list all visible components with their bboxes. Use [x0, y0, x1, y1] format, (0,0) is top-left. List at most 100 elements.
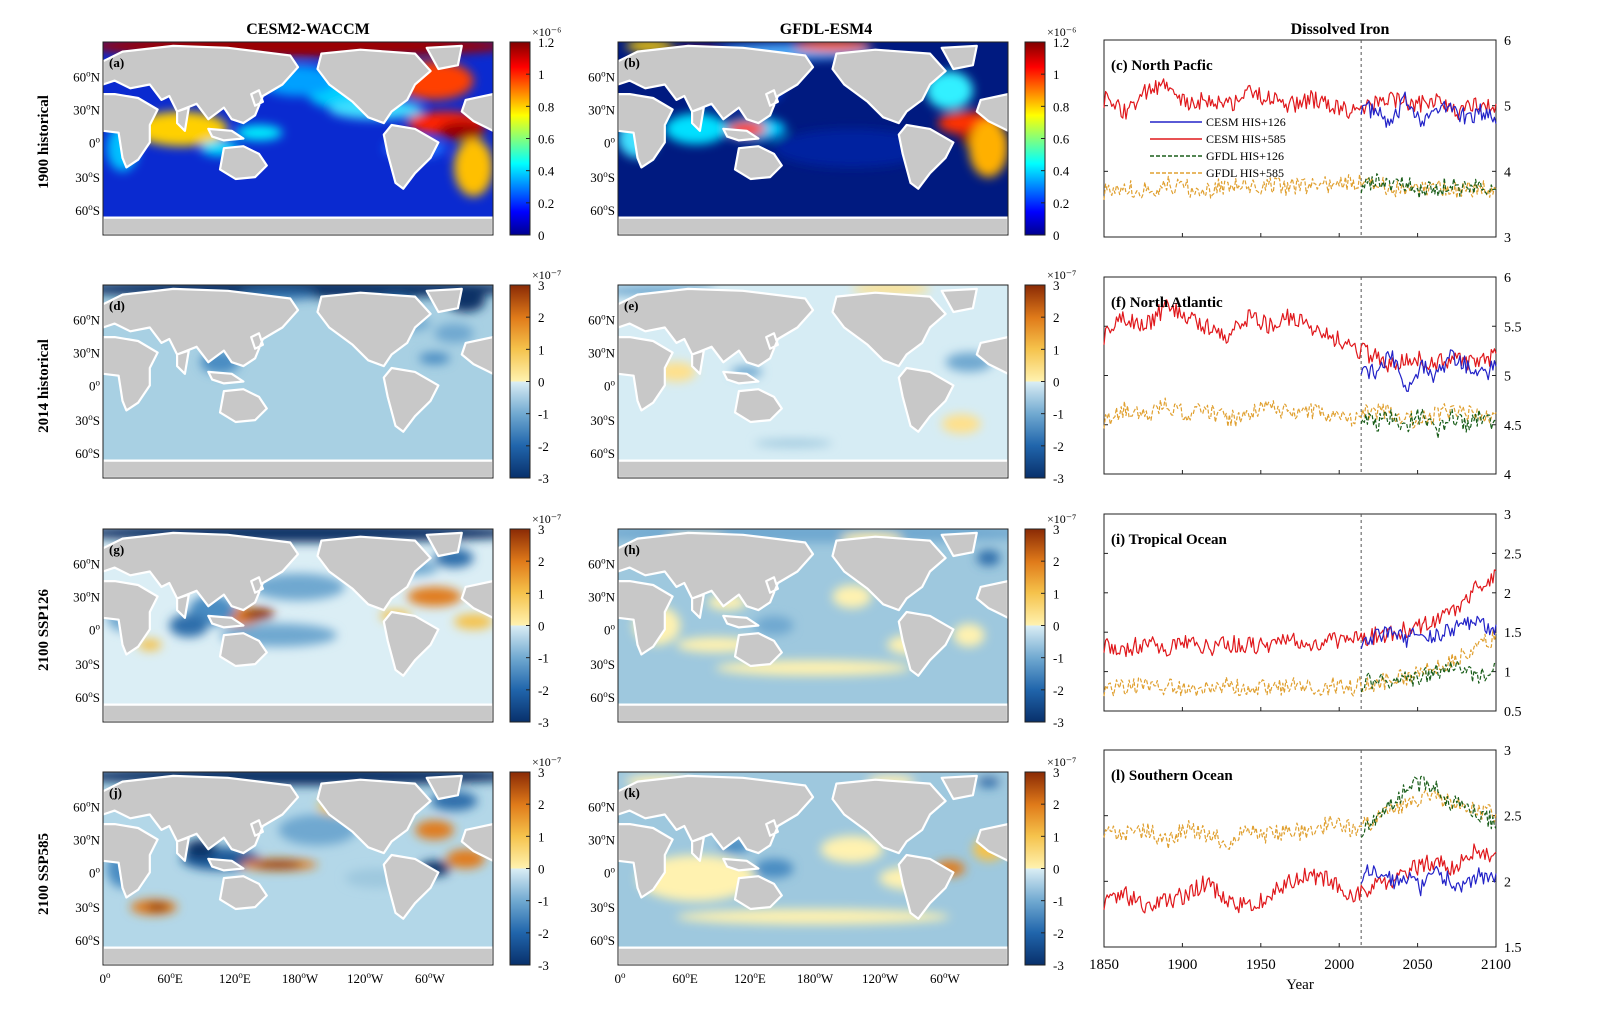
- colorbar-tick-label: 1: [1053, 342, 1060, 357]
- colorbar-tick-label: -3: [538, 471, 549, 486]
- series-line-cesm585: [1103, 299, 1497, 373]
- row-label-ssp585: 2100 SSP585: [36, 833, 52, 915]
- colorbar-tick-label: 2: [1053, 554, 1060, 569]
- field-blob: [976, 550, 1001, 566]
- series-line-gfdl126: [1360, 173, 1497, 199]
- land-mask: [618, 531, 1008, 722]
- x-tick-label: 2050: [1403, 957, 1433, 973]
- field-blob: [832, 584, 872, 609]
- field-blob: [134, 111, 228, 147]
- map-frame: [617, 41, 1009, 236]
- panel-title: (f) North Atlantic: [1111, 295, 1223, 311]
- lat-tick-label: 0o: [604, 377, 616, 393]
- lat-tick-label: 30oN: [588, 345, 616, 361]
- colorbar-exponent: ×10⁻⁷: [1047, 755, 1076, 769]
- panel-title: (i) Tropical Ocean: [1111, 532, 1227, 548]
- y-tick-label: 3: [1504, 744, 1511, 759]
- lon-tick-label: 60oW: [415, 970, 446, 986]
- series-line-cesm126: [1360, 864, 1497, 897]
- y-tick-label: 4: [1504, 165, 1511, 180]
- lat-tick-label: 30oN: [588, 589, 616, 605]
- lon-tick-label: 120oW: [347, 970, 384, 986]
- colorbar-tick-label: -3: [1053, 958, 1064, 973]
- colorbar-tick-label: 0.6: [1053, 132, 1070, 147]
- lat-tick-label: 0o: [89, 621, 101, 637]
- colorbar-tick-label: 1: [1053, 586, 1060, 601]
- map-frame: [102, 284, 494, 479]
- map-field: [103, 42, 493, 235]
- lon-tick-label: 0o: [615, 970, 627, 986]
- colorbar-tick-label: -2: [538, 439, 549, 454]
- colorbar-tick-label: -3: [1053, 715, 1064, 730]
- colorbar-tick-label: -3: [1053, 471, 1064, 486]
- panel-letter: (a): [109, 55, 124, 70]
- map-field: [618, 42, 1008, 235]
- field-blob: [454, 613, 493, 630]
- colorbar-exponent: ×10⁻⁷: [532, 512, 561, 526]
- field-blob: [926, 70, 973, 110]
- y-tick-label: 5.5: [1504, 320, 1522, 335]
- lat-tick-label: 60oN: [588, 69, 616, 85]
- lon-tick-label: 60oE: [672, 970, 698, 986]
- field-blob: [278, 814, 357, 846]
- colorbar-tick-label: -3: [538, 715, 549, 730]
- colorbar-tick-label: 2: [538, 310, 545, 325]
- legend-label: CESM HIS+126: [1206, 115, 1286, 129]
- field-blob: [235, 124, 283, 141]
- field-blob: [255, 860, 302, 869]
- lat-tick-label: 30oS: [590, 656, 615, 672]
- y-tick-label: 1: [1504, 666, 1511, 681]
- colorbar-tick-label: 1: [538, 342, 545, 357]
- x-tick-label: 1900: [1167, 957, 1197, 973]
- lat-tick-label: 30oS: [590, 899, 615, 915]
- field-blob: [434, 323, 474, 343]
- series-line-cesm126: [1360, 91, 1497, 128]
- y-tick-label: 5: [1504, 370, 1511, 385]
- land-mask: [103, 531, 493, 722]
- field-blob: [754, 439, 833, 448]
- series-line-cesm585: [1103, 78, 1497, 121]
- field-blob: [418, 352, 451, 365]
- panel-letter: (e): [624, 298, 638, 313]
- lon-tick-label: 60oE: [157, 970, 183, 986]
- y-tick-label: 3: [1504, 508, 1511, 523]
- y-tick-label: 5: [1504, 100, 1511, 115]
- field-blob: [664, 113, 728, 145]
- map-panel: (b) 60oN 30oN 0o 30oS 60oS: [588, 41, 1009, 236]
- colorbar-tick-label: -2: [538, 926, 549, 941]
- land-mask: [618, 44, 1008, 235]
- y-tick-label: 6: [1504, 271, 1511, 286]
- field-blob: [774, 128, 930, 168]
- map-field: [103, 772, 493, 965]
- field-blob: [407, 586, 462, 607]
- colorbar-tick-label: -1: [1053, 894, 1064, 909]
- colorbar-tick-label: 0: [538, 375, 545, 390]
- colorbar-tick-label: 0: [1053, 228, 1060, 243]
- field-blob: [138, 639, 162, 651]
- field-blob: [169, 613, 209, 638]
- map-field: [618, 285, 1008, 478]
- series-line-cesm126: [1360, 615, 1497, 649]
- lat-tick-label: 30oN: [73, 589, 101, 605]
- lat-tick-label: 60oS: [75, 932, 100, 948]
- colorbar: ×10⁻⁷3 2 1 0 -1 -2 -3: [509, 268, 561, 486]
- map-frame: [102, 771, 494, 966]
- colorbar-tick-label: -3: [538, 958, 549, 973]
- panel-letter: (h): [624, 542, 640, 557]
- map-panel: (g) 60oN 30oN 0o 30oS 60oS: [73, 528, 494, 723]
- colorbar-tick-label: 0.6: [538, 132, 555, 147]
- y-tick-label: 4.5: [1504, 419, 1522, 434]
- colorbar: ×10⁻⁷3 2 1 0 -1 -2 -3: [1024, 512, 1076, 730]
- map-panel: (h) 60oN 30oN 0o 30oS 60oS: [588, 528, 1009, 723]
- lat-tick-label: 60oN: [588, 556, 616, 572]
- field-blob: [243, 608, 275, 620]
- lat-tick-label: 60oS: [75, 445, 100, 461]
- colorbar-tick-label: 3: [1053, 765, 1060, 780]
- lat-tick-label: 60oS: [590, 445, 615, 461]
- column-title-gfdl: GFDL-ESM4: [780, 21, 872, 38]
- land-mask: [103, 774, 493, 965]
- field-blob: [145, 903, 170, 911]
